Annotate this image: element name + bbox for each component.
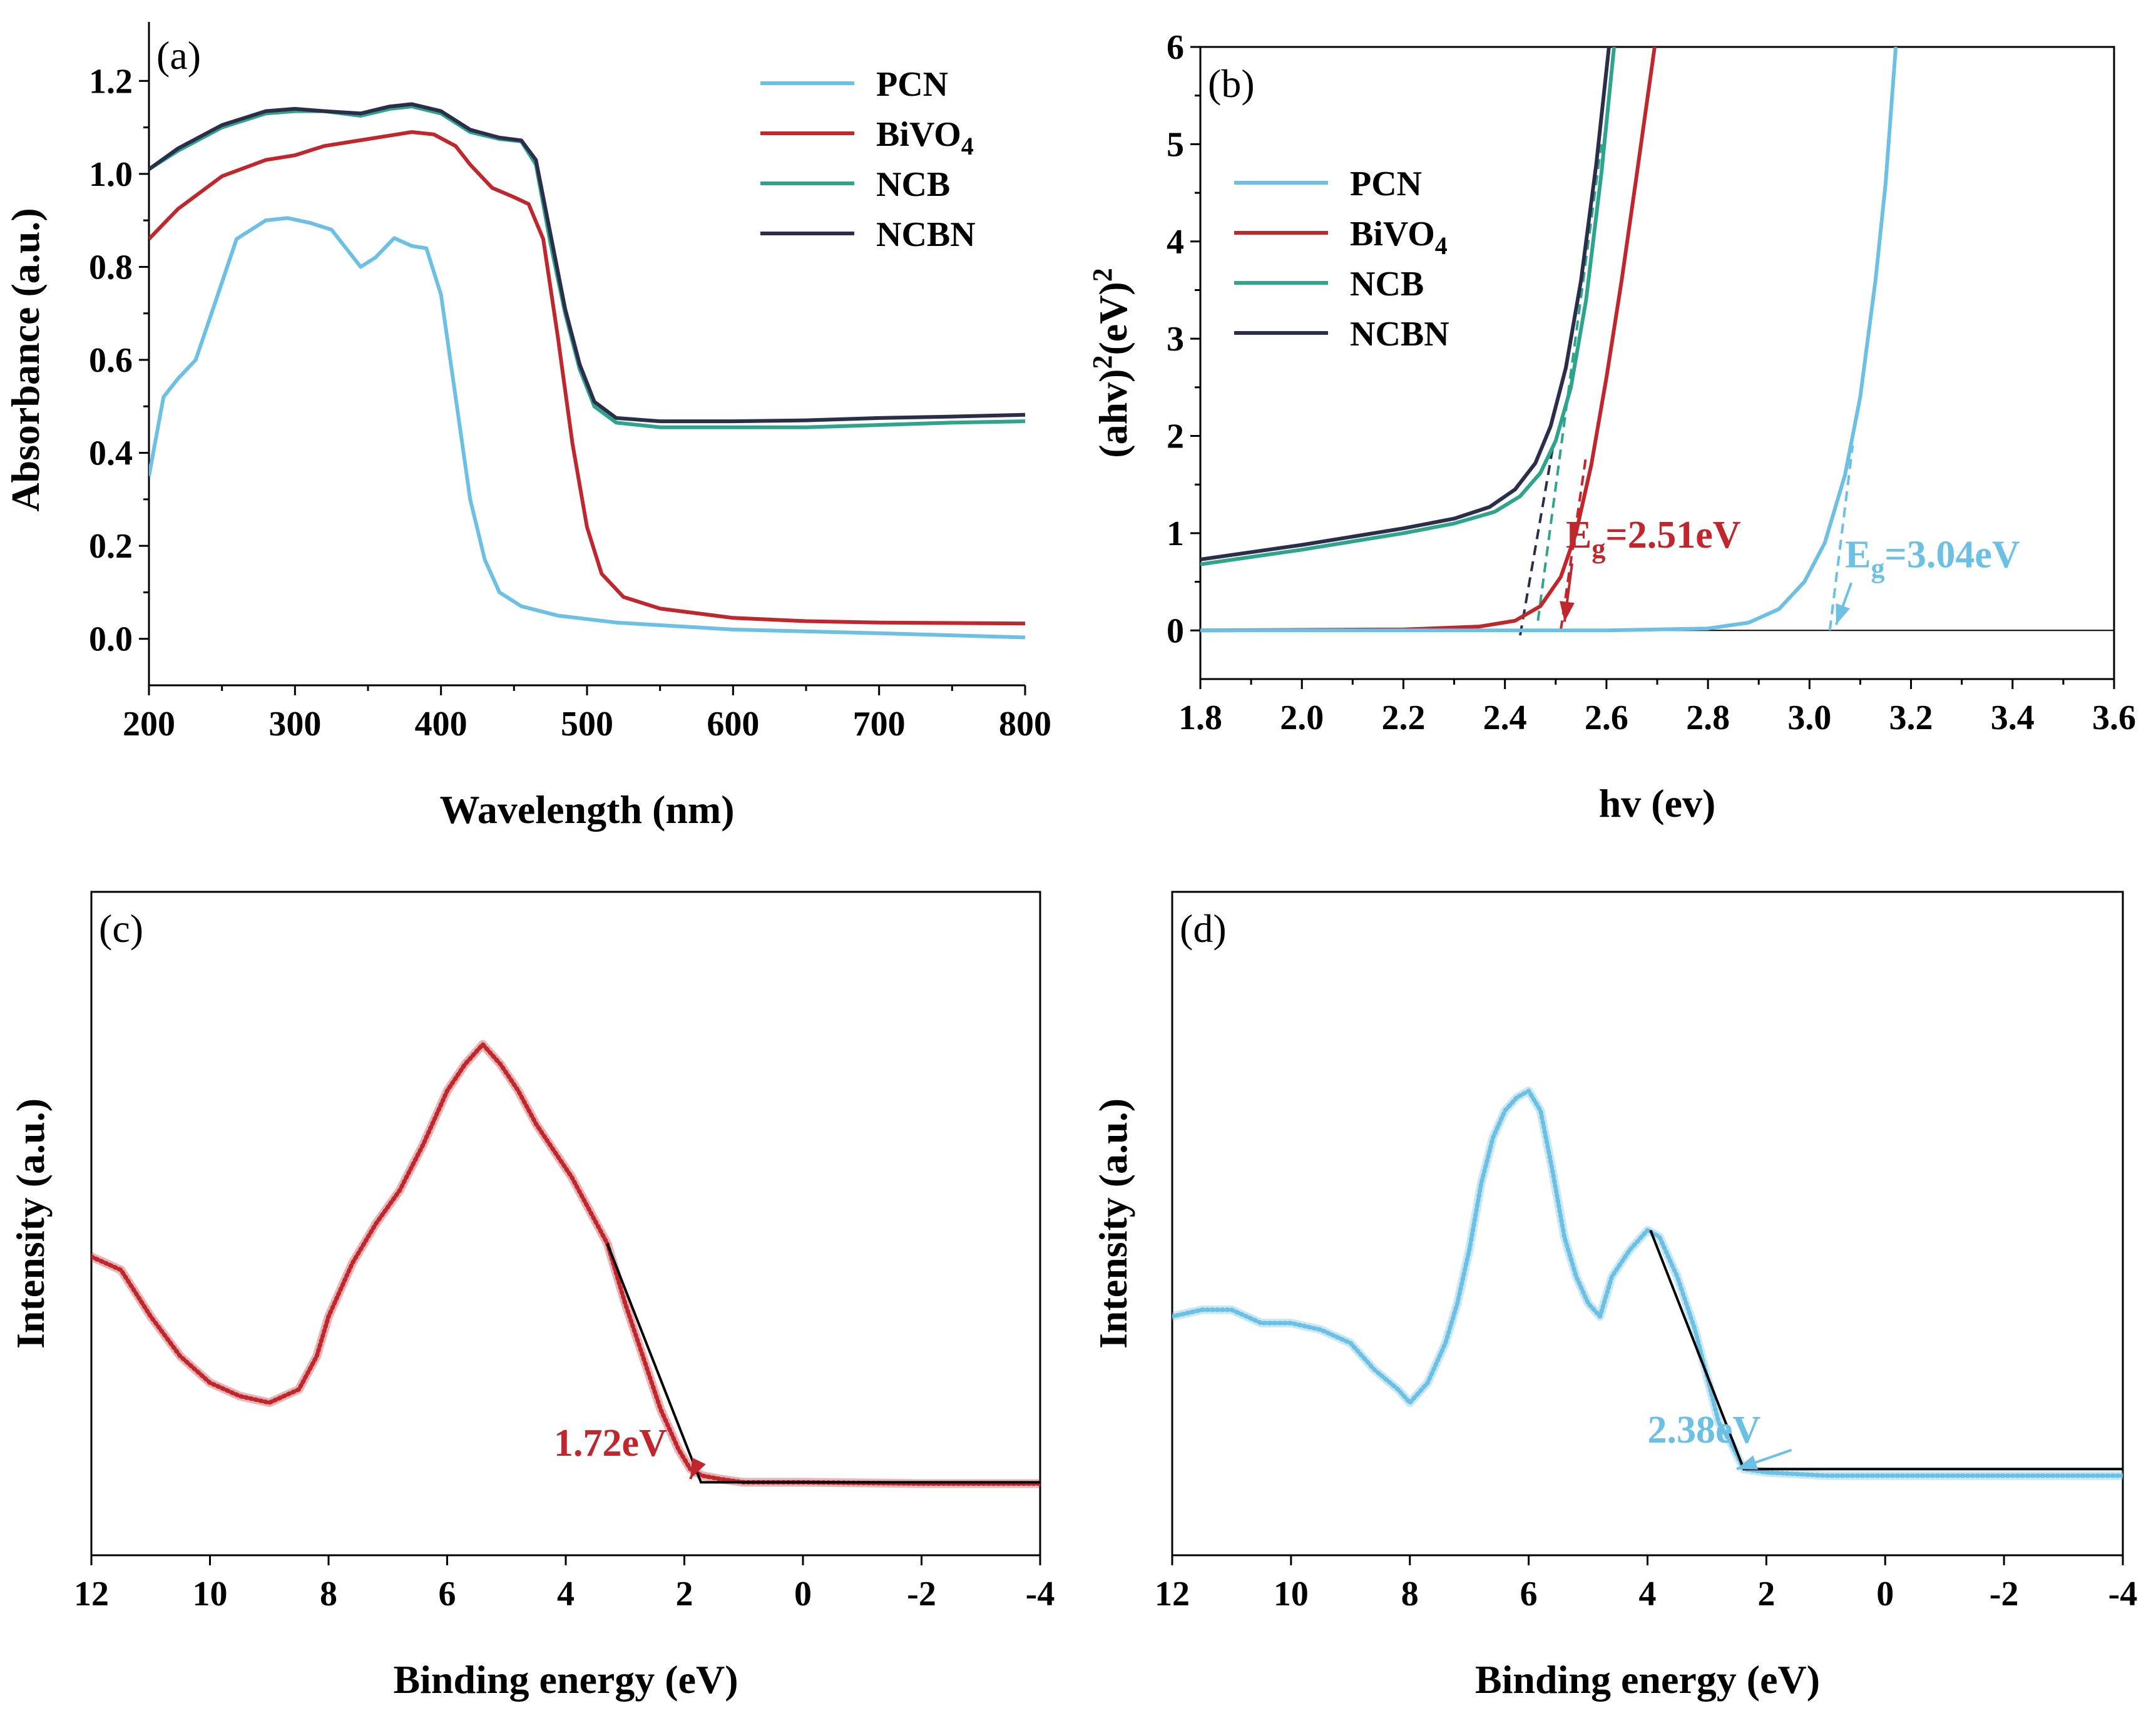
y-axis-label: Absorbance (a.u.) [3, 208, 48, 511]
panel-c: (c) 12 10 8 6 4 2 0 -2 -4 Binding energy (eV) Inten… [8, 891, 1055, 1702]
y-tick-label: 0 [1167, 611, 1184, 650]
panel-d: (d) 12 10 8 6 4 2 0 -2 -4 Binding energy (eV) Inten… [1091, 891, 2138, 1702]
panel-label: (a) [156, 33, 201, 78]
panel-label: (b) [1208, 61, 1255, 106]
x-tick-label: 12 [1155, 1575, 1190, 1613]
series-pcn-vb-xps-markers [1172, 1088, 2123, 1478]
y-tick-label: 3 [1167, 320, 1184, 359]
x-tick-label: 2.0 [1280, 698, 1324, 737]
x-tick-label: 700 [853, 705, 906, 744]
x-tick-label: 2.6 [1585, 698, 1628, 737]
y-axis-label: Intensity (a.u.) [1091, 1098, 1135, 1349]
x-tick-label: -4 [1026, 1575, 1055, 1613]
y-tick-label: 2 [1167, 417, 1184, 456]
x-axis-label: Binding energy (eV) [1475, 1657, 1820, 1702]
series-pcn-line [149, 216, 1025, 640]
x-tick-label: 6 [439, 1575, 456, 1613]
annotation-arrow-1-head [1836, 603, 1851, 625]
x-tick-label: 8 [1401, 1575, 1419, 1613]
x-tick-label: 4 [1639, 1575, 1657, 1613]
y-tick-label: 1.0 [89, 155, 133, 194]
fit-line-0 [606, 1243, 1040, 1484]
annotation-arrow-0-head [1736, 1455, 1759, 1470]
y-tick-label: 0.4 [89, 434, 133, 473]
plot-area [1200, 47, 2114, 636]
legend-label-1-0: PCN [1350, 165, 1422, 203]
x-tick-label: 2.4 [1483, 698, 1527, 737]
x-axis-label: hv (ev) [1599, 781, 1716, 826]
x-axis-label: Wavelength (nm) [439, 787, 734, 832]
y-tick-label: 1.2 [89, 62, 133, 101]
x-tick-label: 500 [561, 705, 613, 744]
panel-b: (b) 1.8 2.0 2.2 2.4 2.6 2.8 3.0 3.2 3.4 3.6 0 1 2 3 4 5 6… [1087, 28, 2136, 826]
x-axis-label: Binding energy (eV) [393, 1657, 738, 1702]
series-pcn-line [1200, 47, 1898, 633]
series-ncbn-line [149, 102, 1025, 424]
y-tick-label: 0.6 [89, 341, 133, 380]
annotation-0: 1.72eV [554, 1422, 667, 1465]
y-tick-label: 0.0 [89, 620, 133, 659]
y-tick-label: 1 [1167, 514, 1184, 553]
x-tick-label: 0 [1876, 1575, 1894, 1613]
legend-label-0-1: BiVO4 [876, 115, 974, 160]
x-tick-label: 600 [707, 705, 759, 744]
x-tick-label: 400 [415, 705, 467, 744]
x-tick-label: 200 [123, 705, 175, 744]
x-tick-label: -2 [1990, 1575, 2019, 1613]
legend-label-0-0: PCN [876, 65, 948, 104]
series-bivo4-line [1200, 47, 1657, 633]
x-tick-label: 0 [794, 1575, 812, 1613]
panel-label: (c) [99, 906, 143, 951]
x-tick-label: 800 [999, 705, 1051, 744]
x-tick-label: 2 [1757, 1575, 1775, 1613]
x-tick-label: -4 [2108, 1575, 2138, 1613]
x-tick-label: 1.8 [1178, 698, 1222, 737]
x-tick-label: 3.6 [2092, 698, 2136, 737]
series-bivo4-line [149, 130, 1025, 626]
x-tick-label: 12 [74, 1575, 109, 1613]
panel-a: (a) 200 300 400 500 600 700 800 0.0 0.2 0.4 0.6 0.8 1… [3, 22, 1051, 832]
annotation-arrow-0-head [1560, 601, 1575, 622]
legend-label-1-2: NCB [1350, 265, 1424, 304]
x-tick-label: -2 [907, 1575, 936, 1613]
x-tick-label: 3.4 [1991, 698, 2035, 737]
series-ncb-line [1200, 47, 1617, 566]
x-tick-label: 2.8 [1686, 698, 1730, 737]
x-tick-label: 3.2 [1889, 698, 1933, 737]
annotation-0: Eg=2.51eV [1566, 514, 1741, 564]
legend-label-1-1: BiVO4 [1350, 215, 1448, 260]
y-tick-label: 0.2 [89, 527, 133, 566]
y-axis-label: Intensity (a.u.) [8, 1098, 53, 1349]
y-tick-label: 4 [1167, 223, 1184, 262]
x-tick-label: 6 [1520, 1575, 1538, 1613]
x-tick-label: 10 [193, 1575, 228, 1613]
x-tick-label: 300 [268, 705, 321, 744]
y-tick-label: 5 [1167, 125, 1184, 164]
legend-label-0-2: NCB [876, 165, 950, 204]
tangent-line-3 [1828, 445, 1854, 631]
y-axis-label: (ahv)2(eV)2 [1087, 268, 1135, 458]
annotation-1: Eg=3.04eV [1845, 533, 2020, 583]
annotation-0: 2.38eV [1648, 1409, 1761, 1451]
series-ncbn-line [1200, 47, 1611, 561]
annotation-arrow-0-head [690, 1458, 706, 1480]
y-tick-label: 6 [1167, 28, 1184, 67]
x-tick-label: 10 [1274, 1575, 1309, 1613]
panel-label: (d) [1180, 906, 1227, 951]
x-tick-label: 2 [676, 1575, 693, 1613]
x-tick-label: 3.0 [1787, 698, 1831, 737]
x-tick-label: 2.2 [1381, 698, 1425, 737]
legend-label-1-3: NCBN [1350, 315, 1449, 354]
plot-area [149, 102, 1025, 640]
x-tick-label: 8 [320, 1575, 337, 1613]
y-tick-label: 0.8 [89, 248, 133, 287]
x-tick-label: 4 [557, 1575, 575, 1613]
legend-label-0-3: NCBN [876, 215, 976, 254]
